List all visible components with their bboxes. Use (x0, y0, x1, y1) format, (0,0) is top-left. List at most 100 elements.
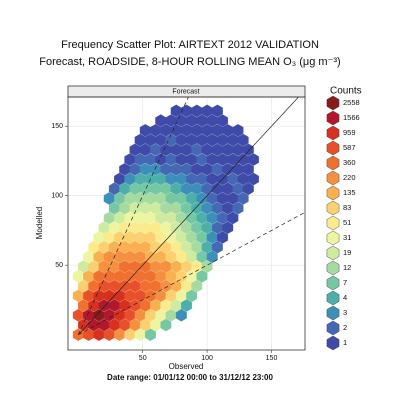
legend-swatch (326, 140, 340, 156)
hexbin (144, 192, 156, 205)
hexbin (186, 211, 198, 225)
hexbin (206, 133, 218, 147)
legend-swatch (326, 185, 340, 201)
hexbin (165, 172, 177, 186)
hexbin (93, 308, 105, 322)
hexbin (124, 192, 136, 205)
hexbin (139, 201, 151, 215)
hexbin (119, 318, 131, 332)
legend-swatch (326, 215, 340, 231)
hexbin (181, 299, 192, 312)
hexbin (165, 270, 177, 283)
hexbin (108, 279, 120, 293)
hexbin (150, 221, 162, 234)
hexbin (165, 308, 177, 322)
hexbin (134, 192, 146, 205)
footer: Date range: 01/01/12 00:00 to 31/12/12 2… (107, 373, 273, 382)
hexbin (165, 250, 177, 264)
y-tick-label: 150 (51, 123, 63, 130)
hexbin (160, 260, 172, 273)
hexbin (114, 270, 125, 283)
hexbin (201, 182, 213, 196)
legend-label: 135 (343, 188, 356, 197)
hexbin (134, 153, 146, 166)
legend-swatch (326, 95, 340, 111)
reference-line (78, 97, 300, 335)
legend-label: 959 (343, 128, 356, 137)
hexbin (134, 328, 146, 341)
hexbin (83, 250, 95, 264)
strip-label: Forecast (172, 88, 199, 95)
plot-frame (67, 96, 306, 351)
hexbin (196, 192, 208, 205)
hexbin (227, 211, 239, 225)
hexbin (175, 192, 187, 205)
hexbin (175, 153, 187, 166)
hexbin (242, 163, 254, 176)
hexbin (248, 172, 259, 186)
hexbin (191, 201, 203, 215)
hexbin (88, 279, 100, 293)
hexbin (144, 289, 156, 303)
hexbin (175, 270, 187, 283)
hexbin (155, 153, 167, 166)
hexbin (150, 279, 162, 293)
hexbin (103, 211, 115, 225)
hexbin (181, 104, 192, 118)
hexbin (181, 182, 192, 196)
hexbin (155, 308, 167, 322)
hexbin (191, 240, 203, 254)
hexbin (160, 201, 172, 215)
hexbin (196, 133, 208, 147)
hexbin (93, 289, 105, 303)
hexbin (165, 192, 177, 205)
hexbin (160, 240, 172, 254)
hexbin (186, 133, 198, 147)
hexbin (170, 240, 182, 254)
legend-label: 51 (343, 218, 351, 227)
hexbin (237, 153, 249, 166)
hexbin (165, 114, 177, 127)
hexbin (181, 143, 192, 157)
hexbin (160, 221, 172, 234)
hexbin (201, 240, 213, 254)
hexbin (93, 250, 105, 264)
hexbin (139, 318, 151, 332)
hexbin (201, 163, 213, 176)
hexbin (129, 260, 141, 273)
chart-title: Frequency Scatter Plot: AIRTEXT 2012 VAL… (61, 39, 319, 51)
hexbin (108, 260, 120, 273)
hexbin (211, 221, 223, 234)
hexbin (88, 240, 100, 254)
legend-label: 360 (343, 158, 356, 167)
legend-label: 19 (343, 248, 351, 257)
hexbin (186, 192, 198, 205)
hexbin (206, 114, 218, 127)
hexbin (201, 221, 213, 234)
hexbin (206, 172, 218, 186)
hexbin (155, 192, 167, 205)
hexbin (134, 250, 146, 264)
hexbin (170, 260, 182, 273)
hexbin (93, 270, 105, 283)
hexbin (155, 270, 167, 283)
hexbin (186, 289, 198, 303)
hexbin (134, 172, 146, 186)
legend-label: 1566 (343, 113, 360, 122)
hexbin (170, 221, 182, 234)
hexbin (211, 163, 223, 176)
hexbin (144, 270, 156, 283)
hexbin (217, 153, 229, 166)
hexbin (196, 270, 208, 283)
hexbin (191, 221, 203, 234)
hexbin (217, 231, 229, 244)
hexbin (103, 328, 115, 341)
hexbin (139, 279, 151, 293)
legend-swatch (326, 305, 340, 321)
hexbin (186, 270, 198, 283)
legend-label: 12 (343, 263, 351, 272)
hexbin (72, 289, 84, 303)
hexbin (160, 182, 172, 196)
legend-swatch (326, 230, 340, 246)
hexbin (248, 153, 259, 166)
